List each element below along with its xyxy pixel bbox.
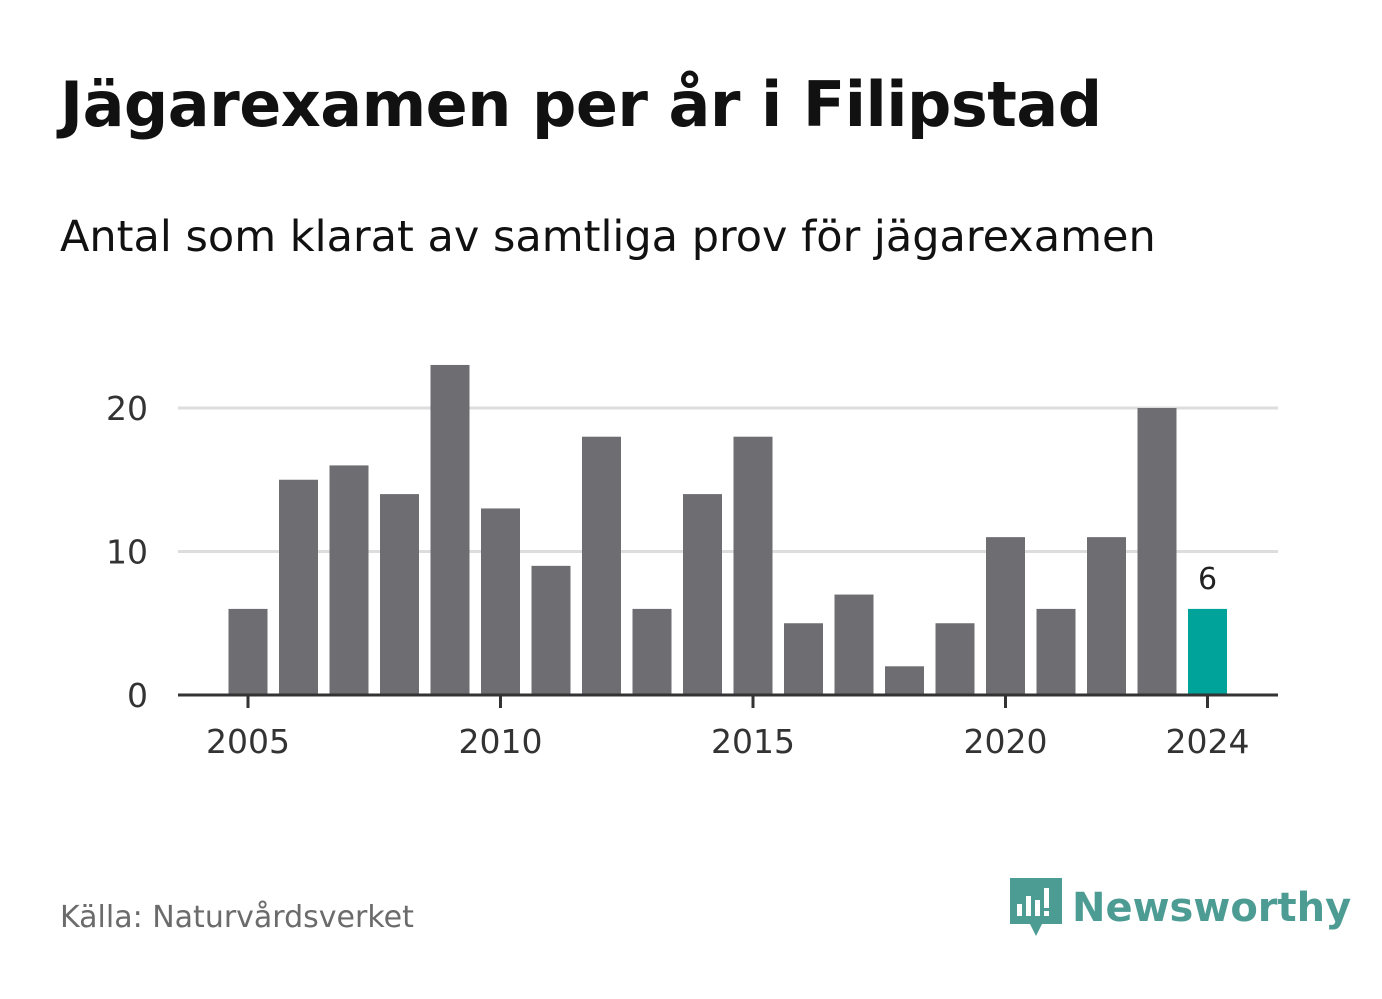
bar-2021: [1036, 608, 1076, 695]
bar-2020: [986, 537, 1025, 695]
source-note: Källa: Naturvårdsverket: [60, 900, 414, 935]
bar-2009: [430, 364, 470, 695]
axis-labels: 0 10 20 6 2005 2010 2015 2020 2024: [106, 389, 1249, 761]
bar-2014: [683, 494, 722, 695]
bar-2017: [834, 594, 874, 695]
bar-2019: [935, 623, 975, 695]
bar-2007: [329, 465, 369, 695]
x-axis-ticks: [246, 695, 1209, 708]
x-tick-label: 2020: [964, 722, 1048, 761]
bar-2024: [1188, 608, 1227, 695]
y-tick-label: 10: [106, 533, 148, 572]
y-tick-label: 0: [127, 676, 148, 715]
bar-2022: [1087, 537, 1126, 695]
x-tick-label: 2010: [459, 722, 543, 761]
chart-subtitle: Antal som klarat av samtliga prov för jä…: [60, 212, 1156, 262]
bar-2016: [784, 623, 823, 695]
bar-2010: [481, 508, 520, 695]
x-tick-label: 2024: [1166, 722, 1250, 761]
data-label: 6: [1198, 562, 1217, 597]
newsworthy-logo: Newsworthy: [1010, 878, 1351, 938]
bar-2015: [733, 436, 773, 695]
bar-2018: [885, 666, 924, 695]
bar-2023: [1137, 408, 1177, 695]
chart-title: Jägarexamen per år i Filipstad: [60, 68, 1102, 141]
bar-2011: [531, 565, 571, 695]
bar-2012: [582, 436, 621, 695]
bar-2006: [279, 479, 318, 695]
bar-2008: [380, 494, 419, 695]
newsworthy-logo-text: Newsworthy: [1072, 885, 1352, 931]
bar-chart: 0 10 20 6 2005 2010 2015 2020 2024: [106, 364, 1278, 761]
x-tick-label: 2005: [206, 722, 290, 761]
bar-2013: [632, 608, 672, 695]
newsworthy-logo-icon: [1010, 878, 1062, 936]
x-tick-label: 2015: [711, 722, 795, 761]
bar-2005: [228, 608, 268, 695]
bars: [228, 364, 1227, 695]
y-tick-label: 20: [106, 389, 148, 428]
